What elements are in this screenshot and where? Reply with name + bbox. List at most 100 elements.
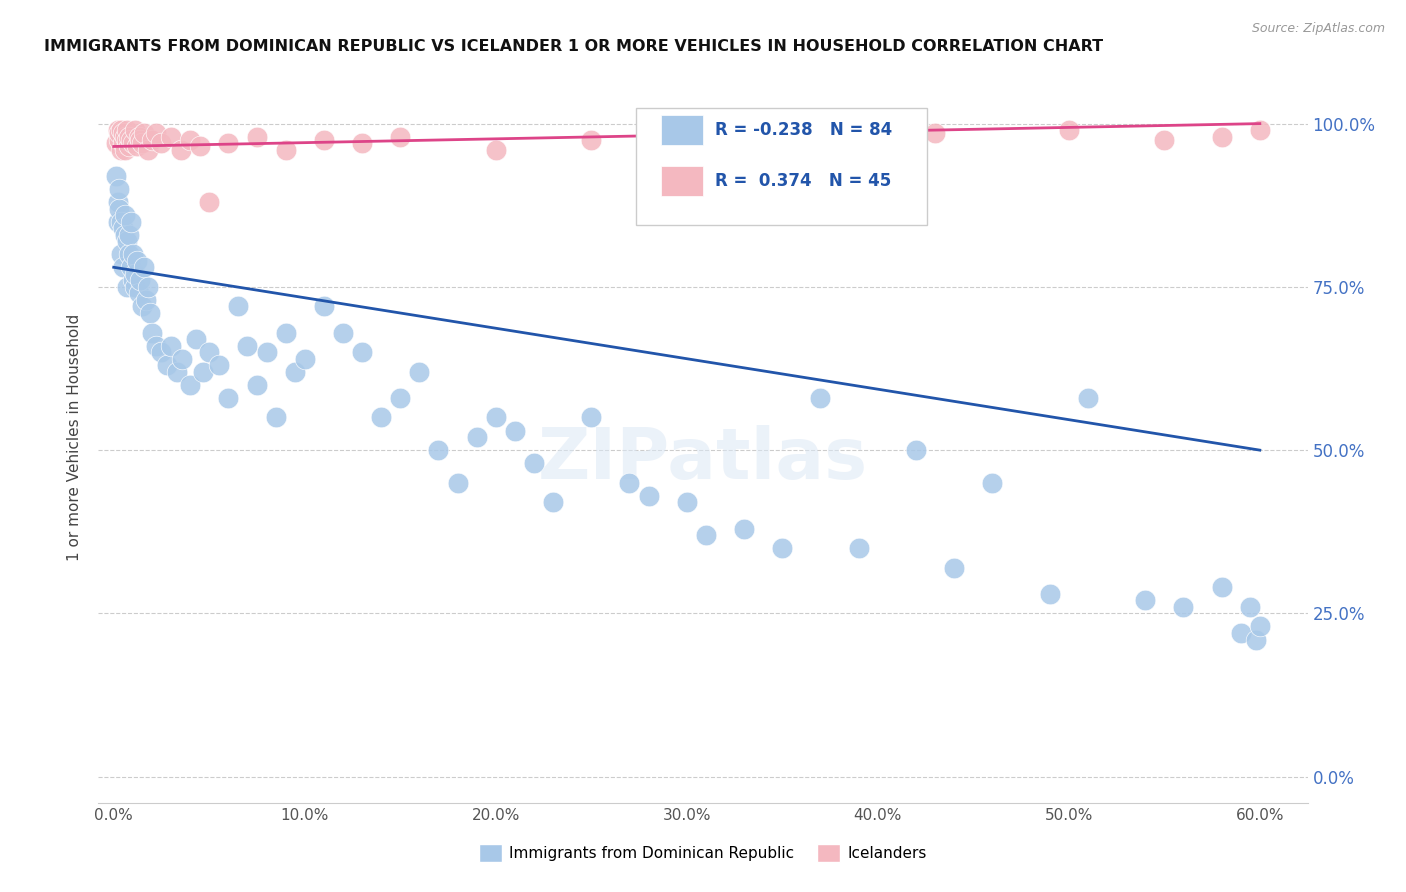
- Point: [145, 339, 167, 353]
- Point: [115, 234, 138, 248]
- Point: [112, 127, 135, 141]
- Point: [110, 143, 132, 157]
- Point: [350, 136, 373, 151]
- Point: [114, 227, 136, 242]
- Point: [166, 365, 188, 379]
- Point: [904, 443, 927, 458]
- Point: [198, 194, 221, 209]
- Point: [114, 129, 136, 144]
- Point: [193, 365, 215, 379]
- Point: [121, 247, 143, 261]
- Point: [284, 365, 307, 379]
- Text: R =  0.374   N = 45: R = 0.374 N = 45: [716, 172, 891, 190]
- FancyBboxPatch shape: [661, 115, 703, 145]
- Point: [136, 143, 159, 157]
- Point: [810, 391, 832, 405]
- Text: IMMIGRANTS FROM DOMINICAN REPUBLIC VS ICELANDER 1 OR MORE VEHICLES IN HOUSEHOLD : IMMIGRANTS FROM DOMINICAN REPUBLIC VS IC…: [44, 38, 1104, 54]
- Point: [112, 136, 135, 151]
- Point: [112, 221, 135, 235]
- Point: [446, 475, 468, 490]
- Point: [1244, 632, 1267, 647]
- Point: [1249, 619, 1271, 633]
- Text: R = -0.238   N = 84: R = -0.238 N = 84: [716, 121, 893, 139]
- Point: [188, 139, 211, 153]
- Point: [128, 129, 150, 144]
- Point: [465, 430, 488, 444]
- Point: [1057, 123, 1080, 137]
- Point: [108, 182, 131, 196]
- Point: [179, 377, 201, 392]
- Point: [770, 133, 793, 147]
- Point: [150, 136, 173, 151]
- Point: [256, 345, 278, 359]
- Point: [943, 560, 966, 574]
- Point: [118, 129, 141, 144]
- FancyBboxPatch shape: [637, 108, 927, 225]
- Point: [1211, 580, 1233, 594]
- Point: [134, 260, 156, 275]
- Point: [104, 136, 127, 151]
- Point: [104, 169, 127, 183]
- Point: [389, 391, 412, 405]
- Point: [139, 306, 162, 320]
- Point: [124, 267, 146, 281]
- Point: [541, 495, 564, 509]
- Point: [110, 123, 132, 137]
- Point: [1211, 129, 1233, 144]
- Point: [121, 273, 143, 287]
- Point: [246, 377, 269, 392]
- Point: [1077, 391, 1099, 405]
- Point: [350, 345, 373, 359]
- Point: [274, 143, 297, 157]
- Point: [131, 300, 153, 314]
- Point: [179, 133, 201, 147]
- Point: [118, 227, 141, 242]
- Point: [503, 424, 526, 438]
- Point: [1249, 123, 1271, 137]
- Y-axis label: 1 or more Vehicles in Household: 1 or more Vehicles in Household: [67, 313, 83, 561]
- Point: [1039, 587, 1062, 601]
- Point: [160, 339, 183, 353]
- Point: [1173, 599, 1195, 614]
- Point: [110, 214, 132, 228]
- Point: [108, 127, 131, 141]
- Point: [848, 541, 870, 555]
- Point: [236, 339, 259, 353]
- Point: [121, 136, 143, 151]
- Point: [294, 351, 316, 366]
- Point: [124, 123, 146, 137]
- Point: [108, 202, 131, 216]
- Point: [141, 133, 163, 147]
- Point: [120, 260, 142, 275]
- Point: [695, 528, 717, 542]
- Point: [129, 133, 152, 147]
- Point: [485, 410, 508, 425]
- Point: [107, 123, 129, 137]
- Point: [115, 123, 138, 137]
- Point: [129, 273, 152, 287]
- Point: [114, 143, 136, 157]
- Point: [107, 194, 129, 209]
- Point: [264, 410, 287, 425]
- Point: [675, 495, 697, 509]
- Point: [136, 280, 159, 294]
- Point: [523, 456, 546, 470]
- Point: [217, 391, 239, 405]
- Point: [981, 475, 1004, 490]
- Point: [1135, 593, 1157, 607]
- Point: [581, 410, 603, 425]
- Point: [115, 280, 138, 294]
- Point: [246, 129, 269, 144]
- Point: [208, 358, 231, 372]
- Point: [112, 260, 135, 275]
- Point: [118, 247, 141, 261]
- Point: [427, 443, 450, 458]
- Point: [770, 541, 793, 555]
- Point: [110, 247, 132, 261]
- Point: [1153, 133, 1175, 147]
- Point: [172, 351, 194, 366]
- Point: [135, 293, 157, 307]
- Point: [637, 489, 659, 503]
- Point: [581, 133, 603, 147]
- Point: [408, 365, 430, 379]
